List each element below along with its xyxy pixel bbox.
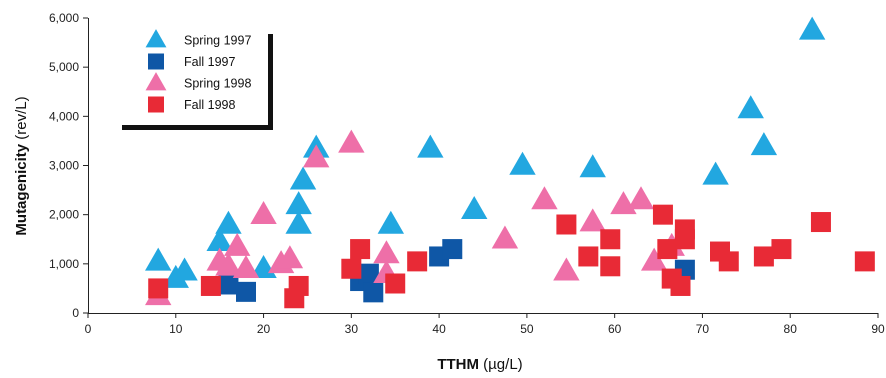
data-point bbox=[363, 282, 384, 303]
series-spring-1998 bbox=[145, 129, 685, 306]
data-point bbox=[250, 200, 277, 224]
x-tick-label: 40 bbox=[432, 322, 446, 336]
y-tick-label: 2,000 bbox=[49, 208, 79, 222]
data-point bbox=[148, 278, 169, 299]
legend-marker bbox=[145, 29, 167, 48]
data-point bbox=[358, 263, 379, 284]
y-tick-label: 1,000 bbox=[49, 257, 79, 271]
data-point bbox=[553, 257, 580, 281]
x-axis-title-unit: (µg/L) bbox=[479, 356, 523, 373]
y-axis-title-unit: (rev/L) bbox=[13, 96, 30, 144]
data-point bbox=[145, 247, 172, 271]
data-point bbox=[350, 239, 371, 260]
data-point bbox=[377, 210, 405, 234]
data-point bbox=[442, 239, 463, 260]
x-axis-title-main: TTHM bbox=[437, 356, 479, 373]
data-point bbox=[531, 186, 558, 210]
data-point bbox=[461, 196, 488, 220]
y-tick-label: 3,000 bbox=[49, 159, 79, 173]
data-point bbox=[171, 257, 198, 281]
y-axis-title-main: Mutagenicity bbox=[13, 143, 30, 235]
data-point bbox=[810, 212, 831, 233]
data-point bbox=[556, 214, 577, 235]
data-point bbox=[627, 186, 655, 210]
data-point bbox=[771, 239, 792, 260]
x-tick-label: 50 bbox=[520, 322, 534, 336]
data-point bbox=[303, 144, 330, 168]
y-tick-label: 5,000 bbox=[49, 60, 79, 74]
data-point bbox=[640, 247, 668, 271]
data-point bbox=[509, 151, 536, 175]
data-point bbox=[578, 246, 599, 267]
legend-label: Fall 1997 bbox=[184, 55, 235, 69]
data-point bbox=[289, 166, 317, 190]
data-point bbox=[579, 208, 606, 232]
data-point bbox=[385, 273, 406, 294]
legend: Spring 1997 Fall 1997 Spring 1998 Fall 1998 bbox=[117, 28, 273, 130]
data-point bbox=[200, 275, 221, 296]
data-point bbox=[232, 255, 260, 279]
x-tick-label: 60 bbox=[608, 322, 622, 336]
data-point bbox=[206, 228, 233, 251]
data-point bbox=[215, 252, 242, 276]
y-tick-label: 6,000 bbox=[49, 11, 79, 25]
data-point bbox=[702, 161, 729, 185]
data-point bbox=[276, 245, 304, 269]
x-axis-title: TTHM (µg/L) bbox=[437, 356, 522, 373]
data-point bbox=[341, 258, 362, 279]
data-point bbox=[798, 16, 826, 40]
data-point bbox=[670, 275, 691, 296]
data-point bbox=[407, 251, 428, 272]
data-point bbox=[417, 134, 444, 158]
x-tick-label: 20 bbox=[257, 322, 271, 336]
y-axis-title: Mutagenicity (rev/L) bbox=[13, 96, 30, 235]
data-point bbox=[288, 275, 309, 296]
data-point bbox=[236, 281, 256, 302]
data-point bbox=[224, 232, 251, 256]
axis-ticks: 0 10 20 30 40 50 60 70 80 90 0 1,000 2,000 3,000 4,000… bbox=[49, 11, 885, 336]
legend-label: Spring 1997 bbox=[184, 34, 251, 48]
data-point bbox=[215, 210, 242, 234]
data-point bbox=[753, 246, 774, 267]
data-point bbox=[285, 191, 312, 215]
data-point bbox=[652, 204, 673, 225]
x-tick-label: 80 bbox=[784, 322, 798, 336]
legend-box bbox=[117, 28, 268, 125]
data-point bbox=[491, 225, 519, 249]
data-point bbox=[737, 95, 764, 119]
y-tick-label: 0 bbox=[72, 306, 79, 320]
legend-marker bbox=[145, 72, 167, 91]
data-point bbox=[579, 154, 606, 178]
series-spring-1997 bbox=[145, 16, 826, 288]
data-point bbox=[600, 229, 621, 250]
plot-area bbox=[145, 16, 875, 309]
x-tick-label: 70 bbox=[696, 322, 710, 336]
data-point bbox=[600, 256, 621, 277]
x-tick-label: 10 bbox=[169, 322, 183, 336]
data-point bbox=[657, 239, 678, 260]
y-tick-label: 4,000 bbox=[49, 109, 79, 123]
legend-label: Fall 1998 bbox=[184, 98, 235, 112]
x-tick-label: 30 bbox=[345, 322, 359, 336]
series-fall-1998 bbox=[148, 204, 875, 309]
data-point bbox=[750, 132, 778, 156]
data-point bbox=[718, 251, 739, 272]
legend-label: Spring 1998 bbox=[184, 77, 251, 91]
data-point bbox=[674, 229, 695, 250]
legend-marker bbox=[148, 53, 164, 70]
x-tick-label: 90 bbox=[871, 322, 885, 336]
data-point bbox=[285, 210, 312, 234]
data-point bbox=[854, 251, 875, 272]
legend-marker bbox=[148, 96, 164, 113]
axes bbox=[88, 18, 878, 314]
data-point bbox=[373, 240, 400, 264]
data-point bbox=[338, 129, 365, 153]
data-point bbox=[218, 274, 239, 295]
x-tick-label: 0 bbox=[85, 322, 92, 336]
